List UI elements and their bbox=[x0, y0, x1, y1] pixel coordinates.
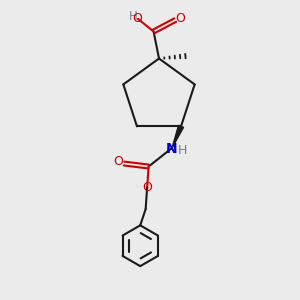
Text: O: O bbox=[133, 12, 142, 25]
Polygon shape bbox=[172, 125, 184, 148]
Text: N: N bbox=[166, 142, 178, 155]
Text: O: O bbox=[142, 181, 152, 194]
Text: H: H bbox=[128, 10, 137, 23]
Text: H: H bbox=[178, 144, 188, 157]
Text: O: O bbox=[113, 154, 123, 168]
Text: O: O bbox=[176, 12, 185, 25]
